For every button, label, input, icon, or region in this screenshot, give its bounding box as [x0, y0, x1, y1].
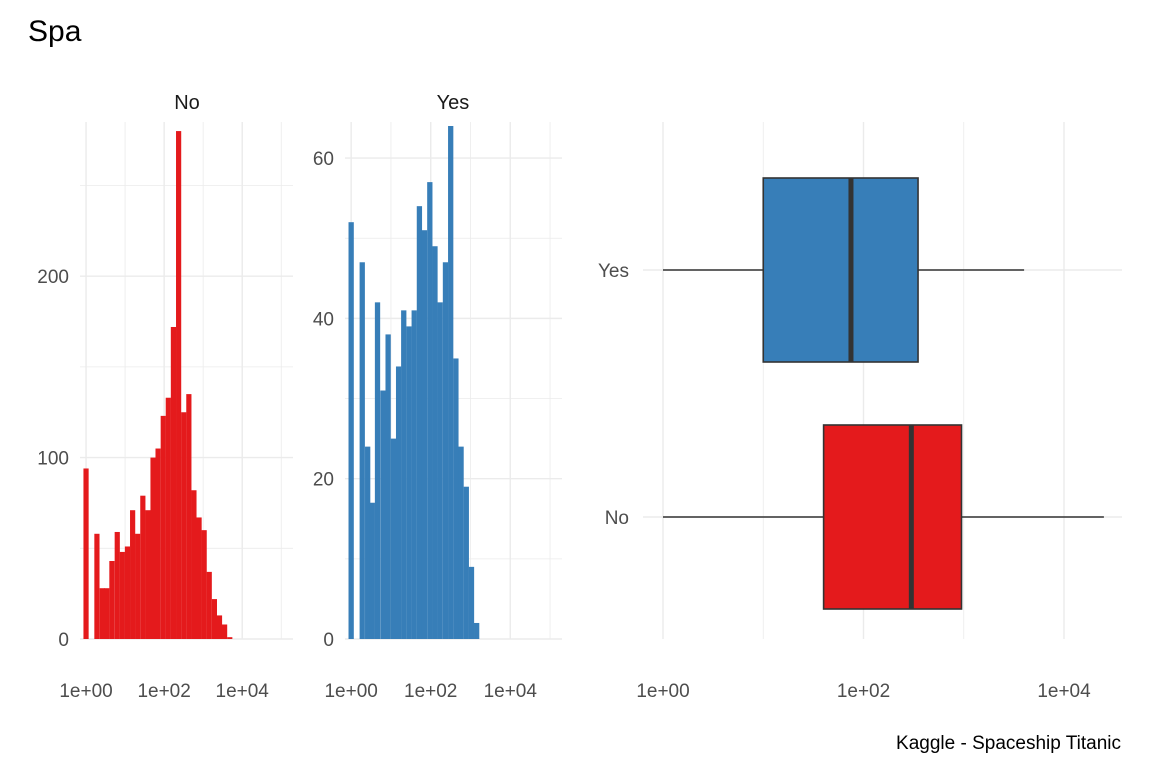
x-tick-labels: 1e+00 1e+02 1e+04 [636, 681, 1091, 702]
histogram-bar [145, 510, 151, 639]
facet-strip-yes: Yes [437, 92, 470, 114]
histogram-bar [83, 468, 89, 639]
histogram-bar [191, 490, 197, 639]
histogram-bar [165, 397, 171, 639]
y-tick-label: 40 [313, 309, 334, 330]
x-tick-label: 1e+02 [837, 681, 890, 702]
panel-grid [80, 122, 293, 640]
histogram-bar [453, 358, 459, 639]
histogram-bar [468, 566, 475, 639]
x-tick-label: 1e+02 [404, 681, 457, 702]
histogram-bar [104, 588, 110, 639]
histogram-bar [458, 446, 464, 639]
category-labels: Yes No [598, 261, 629, 529]
histogram-bar [385, 334, 391, 639]
histogram-bar [222, 624, 228, 639]
histogram-panel-no: No 0 100 200 1e+00 1e+02 1e+04 [37, 92, 293, 702]
y-tick-labels: 0 100 200 [37, 267, 69, 651]
histogram-bar [390, 438, 396, 639]
histogram-bar [369, 502, 375, 639]
x-tick-label: 1e+04 [216, 681, 270, 702]
histogram-bar [206, 571, 212, 639]
histogram-bar [216, 615, 223, 639]
histogram-bar [160, 415, 166, 639]
iqr-box [762, 177, 919, 363]
iqr-box [822, 424, 963, 610]
y-tick-label: 100 [37, 449, 69, 470]
histogram-bar [170, 326, 177, 639]
x-tick-label: 1e+00 [59, 681, 112, 702]
x-tick-label: 1e+00 [324, 681, 377, 702]
chart-title: Spa [28, 15, 82, 48]
histogram-bars [83, 131, 233, 639]
y-tick-label: 0 [323, 630, 334, 651]
y-tick-label: 20 [313, 470, 334, 491]
x-tick-label: 1e+00 [636, 681, 689, 702]
boxplot-yes [663, 177, 1025, 363]
histogram-bar [94, 533, 100, 639]
histogram-bar [227, 637, 233, 639]
boxplot-panel: Yes No 1e+00 1e+02 1e+04 [598, 122, 1122, 702]
category-label: Yes [598, 261, 629, 282]
boxplot-no [663, 424, 1104, 610]
x-tick-label: 1e+02 [137, 681, 190, 702]
histogram-bar [135, 533, 141, 639]
histogram-bar [411, 310, 417, 639]
x-tick-labels: 1e+00 1e+02 1e+04 [324, 681, 537, 702]
x-tick-labels: 1e+00 1e+02 1e+04 [59, 681, 269, 702]
histogram-bar [432, 246, 438, 640]
histogram-bar [427, 182, 433, 639]
boxplot-boxes [663, 177, 1104, 610]
histogram-bar [119, 551, 125, 639]
histogram-bars [348, 126, 480, 640]
histogram-panel-yes: Yes 0 20 40 60 1e+00 1e+02 1e+04 [313, 92, 562, 702]
y-tick-label: 60 [313, 149, 334, 170]
histogram-bar [348, 222, 354, 640]
histogram-bar [155, 448, 161, 639]
histogram-bar [150, 457, 156, 639]
y-tick-label: 200 [37, 267, 69, 288]
histogram-bar [196, 517, 202, 639]
facet-strip-no: No [174, 92, 200, 114]
histogram-bar [211, 599, 217, 639]
chart-caption: Kaggle - Spaceship Titanic [896, 733, 1121, 754]
histogram-bar [374, 302, 381, 639]
histogram-bar [186, 394, 192, 639]
histogram-bar [401, 310, 407, 639]
y-tick-label: 0 [58, 630, 69, 651]
histogram-bar [448, 126, 454, 639]
histogram-bar [130, 510, 136, 639]
x-tick-label: 1e+04 [484, 681, 538, 702]
histogram-bar [109, 560, 115, 639]
y-tick-labels: 0 20 40 60 [313, 149, 334, 651]
histogram-bar [114, 531, 120, 639]
histogram-bar [201, 530, 207, 639]
x-tick-label: 1e+04 [1037, 681, 1091, 702]
histogram-bar [99, 588, 105, 639]
histogram-bar [140, 495, 146, 639]
histogram-bar [421, 230, 428, 640]
histogram-bar [474, 622, 480, 639]
histogram-bar [359, 262, 365, 639]
histogram-bar [176, 131, 182, 639]
histogram-bar [442, 262, 449, 639]
histogram-bar [416, 206, 423, 640]
histogram-bar [380, 390, 386, 639]
histogram-bar [463, 486, 469, 639]
histogram-bar [181, 412, 187, 639]
histogram-bar [395, 366, 402, 639]
category-label: No [605, 508, 629, 529]
histogram-bar [365, 446, 371, 639]
histogram-bar [406, 326, 412, 639]
histogram-bar [437, 302, 443, 639]
histogram-bar [124, 546, 131, 639]
